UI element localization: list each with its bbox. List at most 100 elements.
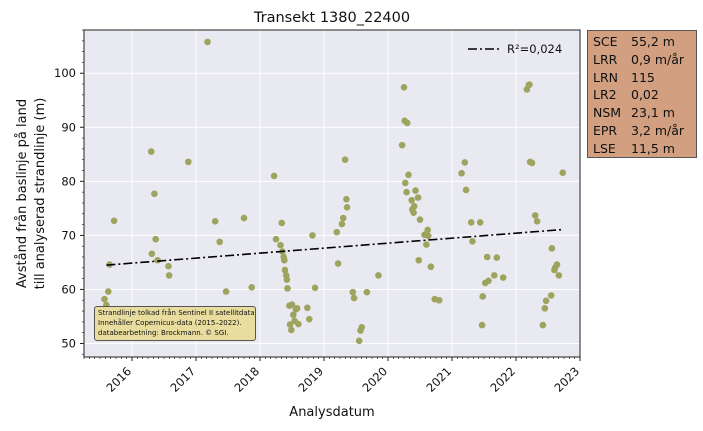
trend-line (106, 228, 565, 266)
x-tick-label: 2019 (296, 364, 327, 395)
data-point (547, 292, 555, 299)
data-point (185, 158, 192, 166)
data-point (461, 159, 469, 166)
data-point (350, 294, 358, 302)
data-point (277, 241, 284, 249)
data-point (211, 218, 219, 225)
stat-key: LRN (593, 69, 618, 85)
chart-title: Transekt 1380_22400 (253, 10, 410, 26)
data-point (410, 202, 418, 210)
data-point (309, 232, 316, 239)
stats-box: SCE 55,2 m LRR 0,9 m/år LRN 115 LR2 0,02 NSM… (587, 30, 697, 158)
data-point (469, 238, 476, 245)
plot-area (84, 30, 580, 357)
data-point (288, 326, 295, 334)
credit-line-2: Innehåller Copernicus-data (2015–2022). (98, 319, 242, 327)
data-point (539, 321, 547, 329)
data-point (542, 297, 550, 305)
data-point (110, 217, 118, 225)
data-point (479, 293, 487, 300)
data-point (416, 216, 424, 224)
data-point (147, 148, 155, 155)
data-point (151, 190, 158, 198)
data-point (499, 274, 507, 281)
stat-value: 0,02 (631, 87, 659, 103)
data-point (334, 260, 342, 267)
x-tick-label: 2017 (168, 364, 199, 395)
data-point (400, 83, 408, 91)
stat-key: LSE (593, 140, 616, 156)
data-point (165, 262, 172, 270)
data-point (281, 266, 289, 274)
data-point (410, 209, 417, 216)
data-point (281, 256, 288, 264)
data-point (493, 254, 501, 261)
credit-line-3: databearbetning: Brockmann. © SGI. (98, 329, 229, 337)
x-tick-label: 2020 (360, 364, 391, 395)
data-point (293, 305, 301, 312)
data-point (343, 195, 350, 203)
data-point (423, 241, 430, 248)
data-point (283, 276, 291, 284)
data-point (555, 272, 563, 279)
data-points (101, 38, 567, 345)
data-point (533, 218, 541, 225)
data-point (349, 288, 357, 296)
data-point (541, 305, 549, 312)
data-point (358, 323, 366, 331)
data-point (270, 172, 278, 180)
data-point (548, 245, 556, 252)
data-point (363, 288, 371, 296)
legend-label: R²=0,024 (507, 42, 562, 56)
data-point (289, 311, 297, 319)
data-point (272, 235, 280, 243)
stat-value: 115 (631, 69, 655, 85)
data-point (204, 38, 211, 46)
data-point (216, 238, 223, 246)
data-point (305, 315, 313, 323)
data-point (526, 81, 533, 88)
stat-row-lse: LSE 11,5 m (593, 140, 696, 158)
stat-key: EPR (593, 122, 618, 138)
data-point (165, 272, 173, 279)
data-point (101, 295, 108, 303)
grid-lines (84, 30, 581, 357)
data-point (333, 228, 341, 236)
data-point (485, 277, 492, 285)
data-point (458, 169, 465, 177)
data-point (414, 194, 422, 201)
data-point (343, 203, 351, 211)
stat-row-lr2: LR2 0,02 (593, 86, 696, 104)
data-point (528, 159, 536, 167)
data-point (311, 284, 319, 292)
y-tick-label: 50 (61, 336, 76, 350)
data-point (355, 337, 363, 345)
x-tick-label: 2022 (488, 364, 519, 395)
x-tick-label: 2016 (104, 364, 135, 395)
data-point (398, 141, 406, 149)
data-point (284, 285, 291, 292)
data-point (408, 196, 415, 204)
data-point (240, 214, 248, 222)
data-point (339, 214, 347, 222)
stat-row-lrn: LRN 115 (593, 69, 696, 87)
data-point (462, 186, 470, 194)
data-point (105, 288, 112, 295)
x-tick-label: 2021 (424, 364, 455, 395)
data-credit-box: Strandlinje tolkad från Sentinel II sate… (94, 306, 256, 341)
y-tick-label: 100 (54, 66, 76, 80)
stat-key: SCE (593, 34, 618, 49)
data-point (341, 156, 349, 164)
data-point (288, 301, 296, 308)
stat-key: NSM (593, 105, 622, 121)
data-point (415, 256, 423, 264)
plot-frame (83, 29, 581, 358)
data-point (403, 119, 411, 127)
data-point (435, 296, 443, 304)
x-tick-label: 2023 (552, 364, 583, 395)
y-tick-label: 80 (61, 174, 76, 188)
data-point (295, 320, 302, 328)
data-point (152, 235, 159, 243)
data-point (375, 272, 382, 279)
data-point (490, 272, 498, 279)
